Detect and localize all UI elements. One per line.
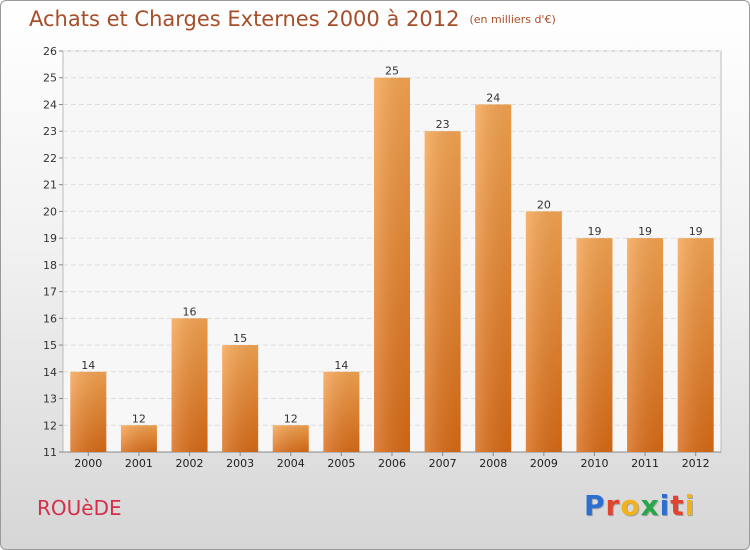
y-tick-label: 25: [43, 72, 57, 85]
bar-value-label: 19: [689, 225, 703, 238]
bar-value-label: 16: [183, 305, 197, 318]
proxiti-logo[interactable]: Proxiti: [584, 489, 695, 522]
bar-value-label: 25: [385, 65, 399, 78]
x-tick-label: 2002: [176, 457, 204, 470]
bar-shade: [576, 238, 613, 452]
x-tick-label: 2008: [479, 457, 507, 470]
bar-shade: [677, 238, 714, 452]
x-tick-label: 2003: [226, 457, 254, 470]
y-tick-label: 23: [43, 125, 57, 138]
bar-shade: [525, 211, 562, 452]
bar-value-label: 19: [638, 225, 652, 238]
x-tick-label: 2011: [631, 457, 659, 470]
x-tick-label: 2000: [74, 457, 102, 470]
bar-shade: [475, 104, 512, 452]
chart-subtitle: (en milliers d'€): [469, 13, 556, 26]
logo-letter: i: [684, 489, 696, 522]
bar-value-label: 19: [587, 225, 601, 238]
y-tick-label: 24: [43, 98, 57, 111]
chart-title-text: Achats et Charges Externes 2000 à 2012: [29, 7, 460, 31]
bar-value-label: 12: [132, 412, 146, 425]
bar-shade: [70, 371, 107, 452]
y-tick-label: 12: [43, 419, 57, 432]
logo-letter: P: [584, 489, 606, 522]
bar-shade: [222, 345, 259, 452]
bar-value-label: 24: [486, 91, 500, 104]
bar-value-label: 20: [537, 198, 551, 211]
logo-letter: x: [640, 489, 660, 522]
chart-title: Achats et Charges Externes 2000 à 2012 (e…: [29, 7, 556, 31]
x-tick-label: 2009: [530, 457, 558, 470]
y-tick-label: 15: [43, 339, 57, 352]
x-tick-label: 2005: [327, 457, 355, 470]
bar-value-label: 14: [334, 359, 348, 372]
y-tick-label: 22: [43, 152, 57, 165]
bar-shade: [171, 318, 208, 452]
y-tick-label: 21: [43, 179, 57, 192]
y-tick-label: 16: [43, 312, 57, 325]
logo-letter: r: [605, 489, 621, 522]
bar-value-label: 14: [81, 359, 95, 372]
y-tick-label: 26: [43, 45, 57, 58]
x-tick-label: 2010: [580, 457, 608, 470]
commune-name: ROUèDE: [37, 496, 122, 520]
bar-shade: [120, 425, 157, 452]
logo-letter: t: [670, 489, 685, 522]
bar-shade: [424, 131, 461, 452]
x-tick-label: 2012: [682, 457, 710, 470]
y-tick-label: 19: [43, 232, 57, 245]
bar-shade: [374, 77, 410, 452]
y-tick-label: 18: [43, 259, 57, 272]
logo-letter: o: [620, 489, 641, 522]
x-tick-label: 2006: [378, 457, 406, 470]
y-tick-label: 13: [43, 393, 57, 406]
logo-letter: i: [659, 489, 671, 522]
x-tick-label: 2001: [125, 457, 153, 470]
bar-shade: [627, 238, 664, 452]
bar-value-label: 12: [284, 412, 298, 425]
bar-shade: [323, 371, 360, 452]
bar-shade: [272, 425, 309, 452]
bar-value-label: 23: [436, 118, 450, 131]
y-tick-label: 14: [43, 366, 57, 379]
y-tick-label: 20: [43, 205, 57, 218]
bar-value-label: 15: [233, 332, 247, 345]
x-tick-label: 2004: [277, 457, 305, 470]
y-tick-label: 11: [43, 446, 57, 459]
y-tick-label: 17: [43, 286, 57, 299]
x-tick-label: 2007: [429, 457, 457, 470]
